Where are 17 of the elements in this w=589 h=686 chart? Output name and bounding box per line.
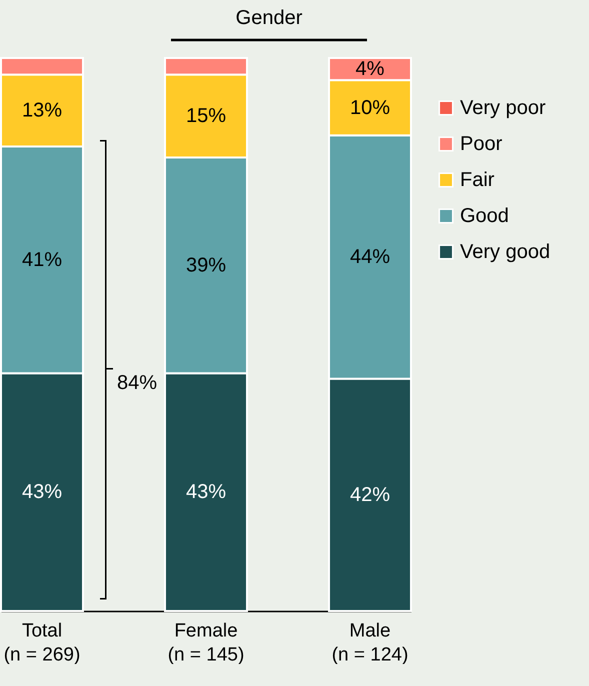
text: Gender bbox=[236, 7, 303, 29]
data-label: 43% bbox=[22, 481, 62, 504]
annotation: 84% bbox=[117, 372, 158, 394]
data-label: 39% bbox=[186, 254, 226, 276]
data-label: 13% bbox=[22, 100, 62, 122]
legend-label: Very poor bbox=[460, 97, 546, 119]
legend-label: Good bbox=[460, 205, 509, 227]
data-label: 42% bbox=[350, 484, 390, 506]
data-label: 15% bbox=[186, 105, 226, 128]
data-label: 4% bbox=[356, 58, 385, 80]
data-label: 44% bbox=[350, 246, 390, 268]
data-label: 43% bbox=[186, 481, 226, 504]
data-label: 41% bbox=[22, 248, 62, 271]
data-label: 10% bbox=[350, 96, 390, 119]
legend-label: Very good bbox=[460, 241, 550, 263]
legend-label: Poor bbox=[460, 133, 503, 155]
legend-label: Fair bbox=[460, 169, 495, 191]
